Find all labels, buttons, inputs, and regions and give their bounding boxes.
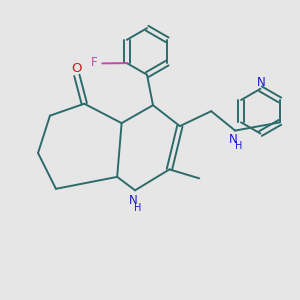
Text: H: H <box>235 141 242 151</box>
Text: F: F <box>91 56 97 69</box>
Text: O: O <box>72 62 82 75</box>
Text: N: N <box>129 194 138 207</box>
Text: N: N <box>257 76 266 89</box>
Text: H: H <box>134 202 142 213</box>
Text: N: N <box>229 133 238 146</box>
